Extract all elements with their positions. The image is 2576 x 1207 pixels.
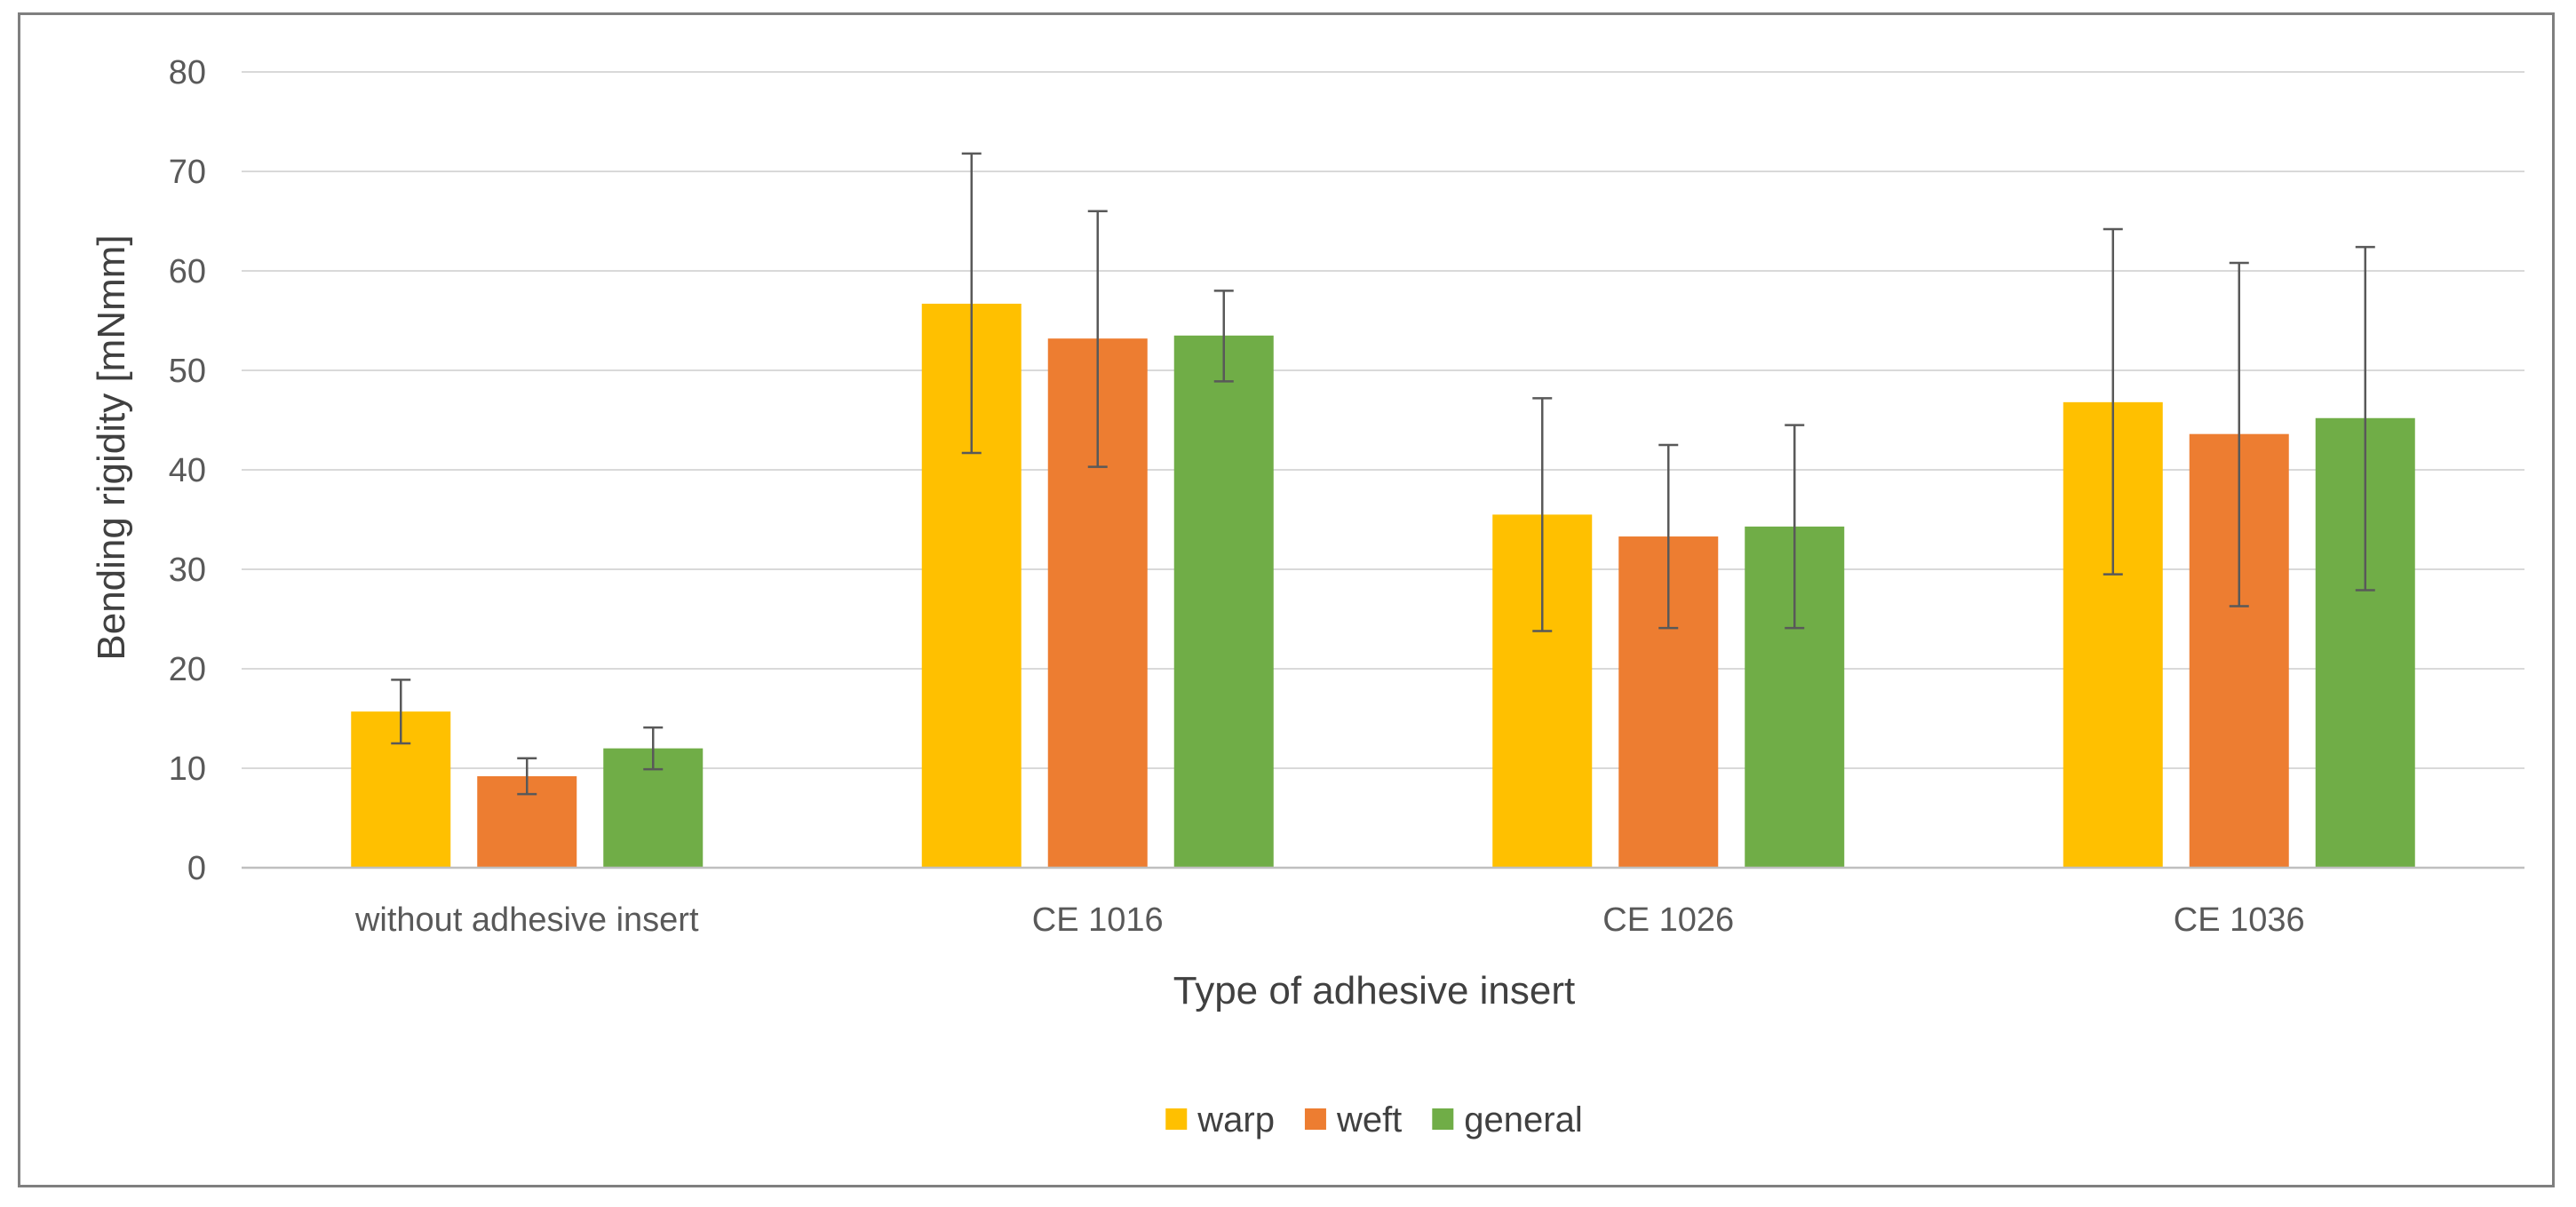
legend-label: general (1464, 1100, 1582, 1140)
error-bar (1785, 424, 1805, 630)
error-bars (391, 152, 2375, 796)
error-bar (961, 152, 982, 455)
legend-item-general: general (1432, 1100, 1583, 1140)
legend-swatch (1432, 1108, 1454, 1130)
error-bar (643, 726, 664, 771)
legend-item-weft: weft (1304, 1100, 1402, 1140)
y-axis-ticks: 0 10 20 30 40 50 60 70 80 (169, 54, 206, 887)
legend-label: warp (1197, 1100, 1275, 1140)
error-bar (1087, 210, 1108, 468)
error-bar (2103, 227, 2123, 576)
error-bar (2229, 261, 2249, 607)
legend-swatch (1165, 1108, 1188, 1130)
y-axis-title: Bending rigidity [mNmm] (90, 234, 133, 660)
y-tick-label: 0 (187, 850, 206, 887)
legend-label: weft (1336, 1100, 1402, 1140)
error-bar (1213, 290, 1234, 383)
y-tick-label: 60 (169, 253, 206, 290)
y-tick-label: 10 (169, 750, 206, 788)
x-tick-label: CE 1016 (1032, 901, 1164, 939)
y-tick-label: 20 (169, 651, 206, 688)
x-axis-title: Type of adhesive insert (1173, 969, 1575, 1012)
bars (351, 303, 2415, 869)
error-bar (517, 757, 537, 796)
legend-swatch (1304, 1108, 1326, 1130)
y-tick-label: 40 (169, 452, 206, 489)
y-tick-label: 30 (169, 552, 206, 589)
y-tick-label: 70 (169, 154, 206, 191)
y-tick-label: 50 (169, 353, 206, 390)
x-tick-label: CE 1026 (1602, 901, 1734, 939)
error-bar (1658, 443, 1679, 630)
error-bar (391, 679, 411, 745)
x-tick-label: CE 1036 (2174, 901, 2305, 939)
legend: warp weft general (1165, 1100, 1583, 1140)
y-tick-label: 80 (169, 54, 206, 91)
legend-item-warp: warp (1165, 1100, 1275, 1140)
x-axis-ticks: without adhesive insert CE 1016 CE 1026 CE … (354, 901, 2305, 939)
error-bar (1532, 397, 1553, 632)
x-tick-label: without adhesive insert (354, 901, 699, 939)
error-bar (2355, 245, 2375, 592)
gridlines (242, 71, 2524, 769)
bar-general (1173, 335, 1274, 868)
